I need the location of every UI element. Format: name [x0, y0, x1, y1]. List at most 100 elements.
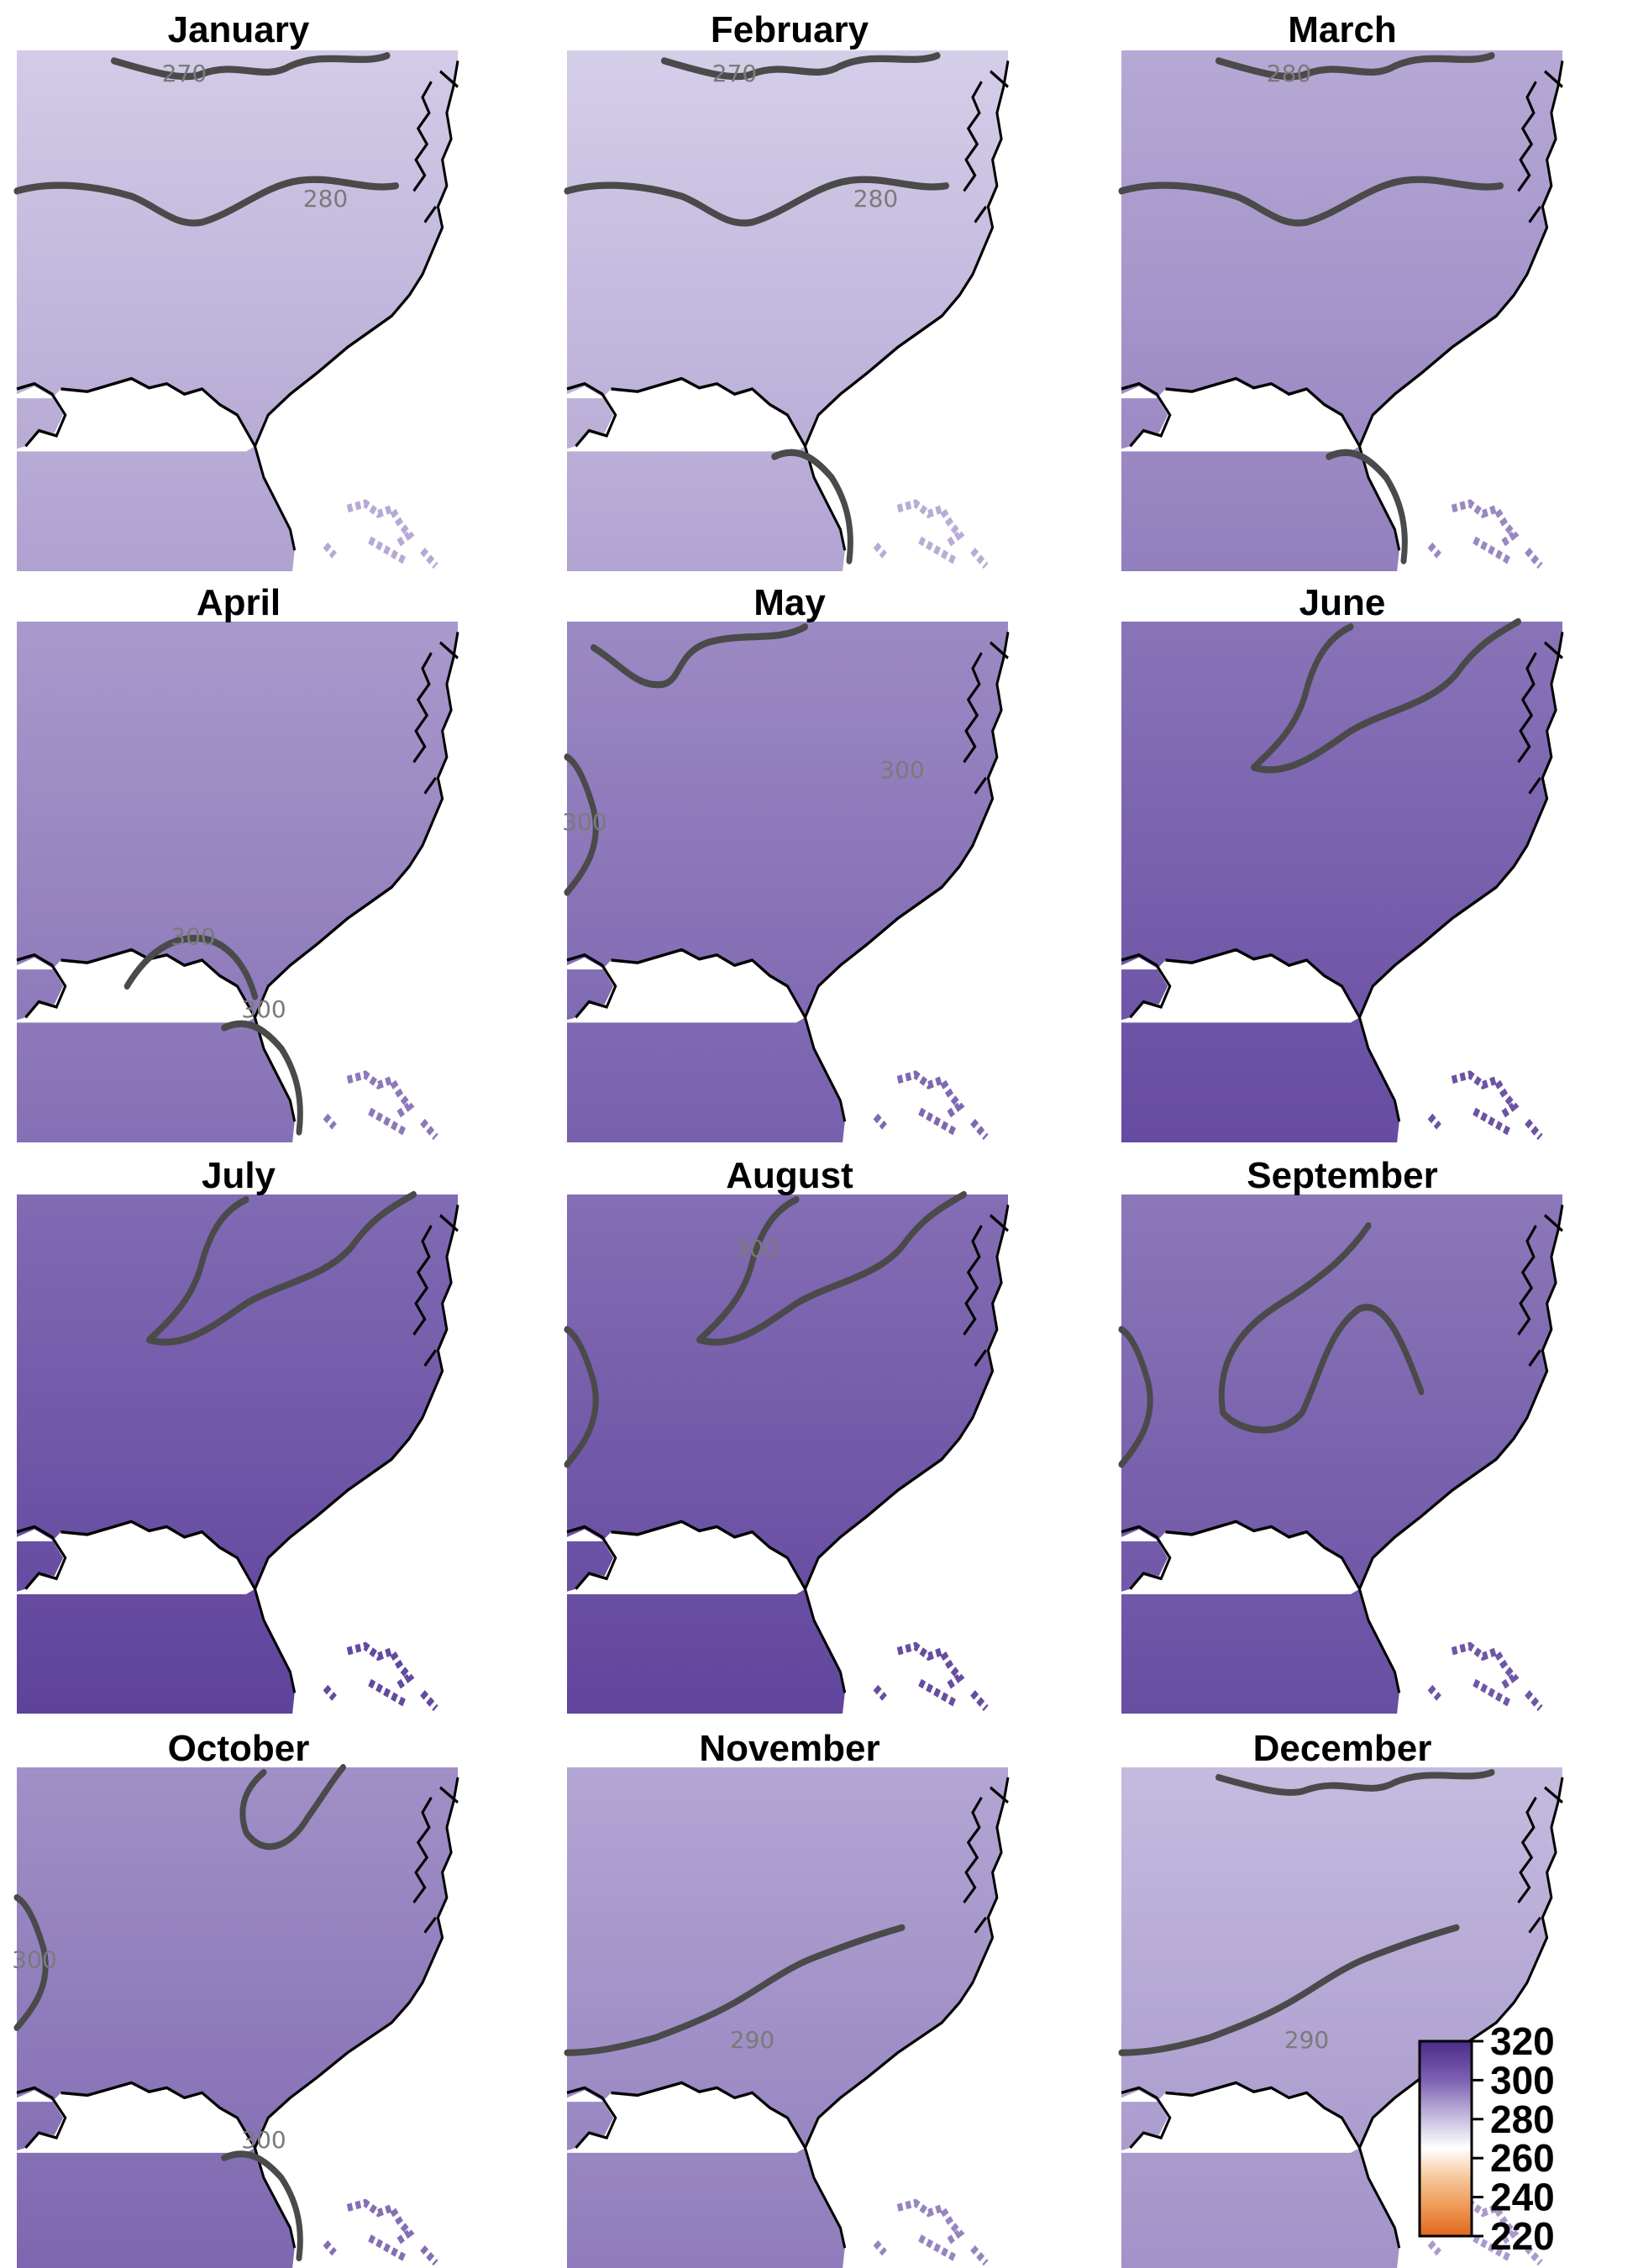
land-field [1121, 1194, 1562, 1714]
coastline [803, 632, 1010, 1122]
contour-label: 300 [12, 1945, 56, 1973]
bay-outline [412, 641, 459, 795]
islands [1427, 1070, 1543, 1141]
islands [1427, 1641, 1543, 1712]
contour-label: 280 [303, 185, 348, 213]
panel-title: May [753, 582, 826, 623]
islands [873, 499, 989, 570]
contour-label: 290 [1284, 2026, 1329, 2054]
bay-outline [963, 1214, 1009, 1368]
gulf-coastline [566, 1520, 806, 1590]
contour-line [696, 1190, 967, 1346]
contour-label: 300 [879, 756, 924, 784]
contour-line [771, 449, 853, 564]
coastline [1357, 632, 1564, 1122]
gulf-water [567, 1521, 806, 1594]
map-panel-february: 270 280 February [564, 9, 1010, 571]
coastline [1357, 1777, 1564, 2249]
gulf-water [1121, 2082, 1360, 2153]
contour-label: 300 [562, 808, 606, 836]
contour-line [1251, 617, 1521, 774]
panel-title: November [699, 1728, 879, 1769]
map-panel-october: 300 300 October [12, 1728, 459, 2268]
colorbar-tick-label: 320 [1490, 2019, 1555, 2063]
bay-outline [412, 1214, 459, 1368]
panel-title: December [1253, 1728, 1432, 1769]
map-panel-june: June [1121, 582, 1564, 1142]
islands [1427, 2198, 1543, 2266]
gulf-coastline [566, 2081, 806, 2150]
bay-outline [963, 641, 1009, 795]
land-field [17, 1767, 458, 2268]
bay-outline [1517, 70, 1563, 223]
gulf-water [567, 949, 806, 1023]
map-panel-april: 300 300 April [16, 582, 459, 1142]
land-field [17, 1194, 458, 1714]
islands [873, 2198, 989, 2266]
map-panel-may: 300 300 May [562, 582, 1010, 1142]
map-panel-september: September [1118, 1155, 1564, 1714]
islands [323, 2198, 438, 2266]
panel-title: June [1299, 582, 1386, 623]
contour-label: 280 [1267, 60, 1311, 87]
coastline [803, 60, 1010, 551]
land-field [567, 1767, 1008, 2268]
panel-title: July [202, 1155, 276, 1196]
gulf-water [17, 949, 255, 1023]
contour-label: 270 [712, 60, 757, 87]
contour-line [1326, 449, 1408, 564]
islands [323, 499, 438, 570]
panel-title: January [168, 9, 310, 50]
gulf-coastline [1121, 1520, 1361, 1590]
gulf-water [1121, 949, 1360, 1023]
coastline [803, 1205, 1010, 1693]
contour-label: 290 [730, 2026, 774, 2054]
contour-line [239, 1764, 346, 1851]
contour-label: 270 [162, 60, 207, 87]
land-field [567, 50, 1008, 571]
contour-line [1215, 1768, 1495, 1796]
coastline [253, 1777, 459, 2249]
gulf-coastline [566, 376, 806, 448]
bay-outline [1517, 641, 1563, 795]
gulf-water [1121, 378, 1360, 452]
colorbar-tick-label: 220 [1490, 2214, 1555, 2258]
bay-outline [1517, 1214, 1563, 1368]
gulf-coastline [16, 1520, 256, 1590]
map-panel-july: July [16, 1155, 459, 1714]
land-field [1121, 50, 1562, 571]
contour-line [221, 1020, 303, 1136]
panel-title: October [168, 1728, 310, 1769]
panel-title: March [1288, 9, 1397, 50]
contour-line [146, 1190, 417, 1346]
map-panel-december: 290 December [1118, 1728, 1564, 2268]
colorbar-tick-label: 260 [1490, 2136, 1555, 2180]
contour-line [564, 1924, 906, 2056]
gulf-water [17, 1521, 255, 1594]
contour-label: 280 [853, 185, 898, 213]
land-field [1121, 622, 1562, 1142]
coastline [253, 1205, 459, 1693]
islands [323, 1641, 438, 1712]
islands [1427, 499, 1543, 570]
coastline [1357, 1205, 1564, 1693]
contour-line [1218, 1221, 1425, 1434]
panel-title: April [197, 582, 281, 623]
islands [323, 1070, 438, 1141]
contour-line [1215, 52, 1495, 81]
contour-line [1118, 1924, 1460, 2056]
gulf-coastline [1121, 376, 1361, 448]
map-panel-january: 270 280 January [13, 9, 459, 571]
land-field [17, 622, 458, 1142]
map-panel-november: 290 November [564, 1728, 1010, 2268]
coastline [253, 60, 459, 551]
contour-label: 300 [241, 2126, 286, 2154]
bay-outline [963, 70, 1009, 223]
bay-outline [963, 1786, 1009, 1934]
coastline [1357, 60, 1564, 551]
gulf-water [17, 378, 255, 452]
gulf-coastline [566, 948, 806, 1019]
